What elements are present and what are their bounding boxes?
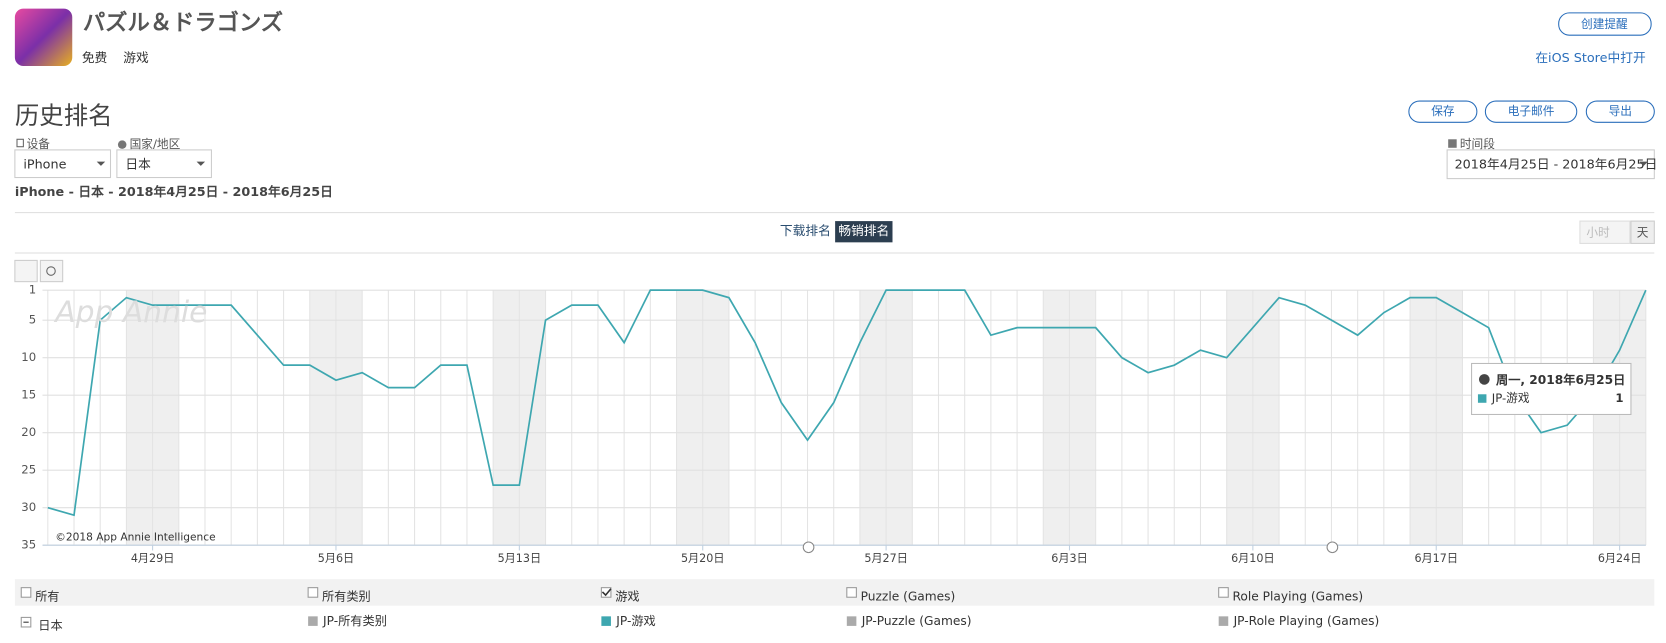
watermark: App Annie	[53, 295, 207, 330]
period-value[interactable]: 2018年4月25日 - 2018年6月25日	[1455, 157, 1658, 172]
x-tick-label: 5月20日	[681, 552, 725, 565]
alert-button-label[interactable]: 创建提醒	[1581, 17, 1628, 31]
y-tick-label: 5	[29, 313, 36, 327]
y-tick-label: 30	[21, 500, 36, 514]
globe-icon	[117, 140, 127, 149]
checkbox[interactable]	[846, 587, 857, 598]
legend-label[interactable]: JP-Puzzle (Games)	[861, 614, 972, 628]
tooltip-globe	[1479, 374, 1490, 385]
x-tick-label: 5月27日	[864, 552, 908, 565]
checkbox[interactable]	[307, 587, 319, 598]
filter-label[interactable]: Role Playing (Games)	[1233, 590, 1364, 604]
device-value[interactable]: iPhone	[23, 157, 66, 172]
x-tick-label: 6月10日	[1231, 552, 1275, 565]
filter-bar	[14, 579, 1655, 606]
period-label: 时间段	[1460, 137, 1495, 151]
zoom-button[interactable]	[39, 259, 64, 283]
y-tick-label: 35	[21, 538, 36, 552]
x-tick-label: 4月29日	[131, 552, 175, 565]
alert-button[interactable]	[1558, 12, 1652, 36]
y-tick-label: 10	[21, 350, 36, 364]
legend-label[interactable]: JP-所有类别	[322, 614, 387, 628]
caret	[96, 161, 106, 166]
reset-button[interactable]	[14, 259, 38, 283]
tab[interactable]: 下载排名	[780, 223, 831, 239]
copyright: ©2018 App Annie Intelligence	[55, 531, 215, 544]
country-row: 日本	[38, 618, 62, 632]
legend-swatch	[846, 616, 857, 626]
device-icon	[16, 138, 24, 148]
tab-active-bg[interactable]	[835, 221, 893, 243]
event-marker[interactable]	[1326, 541, 1339, 554]
hour-button[interactable]	[1579, 220, 1631, 244]
x-tick-label: 6月17日	[1414, 552, 1458, 565]
series-line	[47, 289, 1647, 517]
filter-label[interactable]: Puzzle (Games)	[861, 590, 956, 604]
legend-swatch	[601, 616, 611, 626]
filter-label[interactable]: 所有	[35, 590, 59, 604]
checkbox[interactable]	[1218, 587, 1229, 598]
period-select[interactable]	[1446, 149, 1655, 180]
action-button[interactable]	[1408, 100, 1478, 123]
checkmark	[601, 588, 612, 597]
legend-swatch	[308, 616, 318, 626]
day-button[interactable]	[1630, 220, 1655, 244]
action-button-label[interactable]: 电子邮件	[1508, 104, 1555, 118]
y-tick-label: 20	[21, 425, 36, 439]
checkbox[interactable]	[20, 587, 32, 598]
app-name: パズル＆ドラゴンズ	[83, 9, 283, 36]
action-button[interactable]	[1585, 100, 1655, 123]
legend-label[interactable]: JP-Role Playing (Games)	[1233, 614, 1380, 628]
caret	[196, 161, 206, 166]
calendar-icon	[1448, 139, 1457, 148]
country-value[interactable]: 日本	[125, 157, 151, 172]
legend-swatch	[1218, 616, 1229, 626]
x-tick-label: 5月13日	[498, 552, 542, 565]
device-label: 设备	[27, 137, 51, 151]
app-icon	[14, 8, 73, 66]
app-category[interactable]: 游戏	[123, 51, 149, 66]
tooltip-series: JP-游戏	[1491, 391, 1530, 405]
app-price: 免费	[82, 51, 108, 66]
y-tick-label: 25	[21, 463, 36, 477]
legend-label[interactable]: JP-游戏	[615, 614, 656, 628]
tooltip-value: 1	[1615, 391, 1623, 405]
action-button-label[interactable]: 保存	[1431, 104, 1455, 118]
section-title: 历史排名	[15, 101, 113, 130]
store-link[interactable]: 在iOS Store中打开	[1535, 51, 1646, 66]
x-tick-label: 6月24日	[1598, 552, 1642, 565]
caret	[1639, 161, 1648, 166]
action-button-label[interactable]: 导出	[1609, 104, 1632, 118]
country-select[interactable]	[116, 149, 212, 179]
event-marker[interactable]	[802, 541, 815, 554]
tab-active[interactable]: 畅销排名	[838, 223, 889, 239]
tooltip-swatch	[1477, 394, 1487, 403]
hour-label[interactable]: 小时	[1586, 225, 1610, 239]
tooltip-date: 周一, 2018年6月25日	[1496, 372, 1625, 387]
filter-label[interactable]: 游戏	[615, 590, 639, 604]
filter-label[interactable]: 所有类别	[322, 590, 371, 604]
subtitle: iPhone - 日本 - 2018年4月25日 - 2018年6月25日	[15, 184, 333, 200]
x-tick-label: 5月6日	[318, 552, 354, 565]
checkbox[interactable]	[600, 587, 612, 598]
y-tick-label: 15	[21, 388, 36, 402]
tooltip	[1471, 362, 1632, 415]
device-select[interactable]	[14, 149, 112, 179]
action-button[interactable]	[1484, 100, 1578, 123]
day-label[interactable]: 天	[1637, 225, 1649, 239]
x-tick-label: 6月3日	[1051, 552, 1087, 565]
zoom-icon	[46, 266, 56, 276]
y-tick-label: 1	[29, 283, 36, 297]
country-label: 国家/地区	[130, 137, 181, 151]
